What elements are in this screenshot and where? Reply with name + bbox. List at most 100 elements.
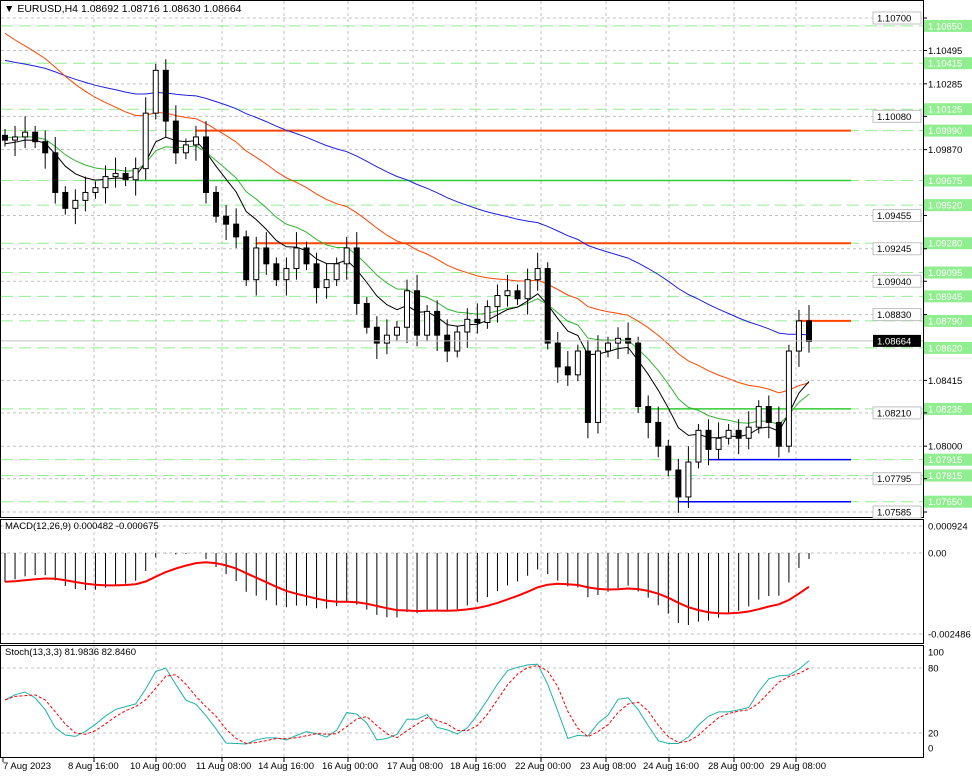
candle-body (504, 290, 511, 297)
ma-mid-line (4, 32, 810, 394)
candle-body (534, 268, 541, 281)
price-axis-label: 1.10700 (877, 14, 911, 25)
price-axis-label: 1.07585 (877, 508, 911, 519)
level-label: 1.07815 (928, 471, 962, 482)
candle-body (424, 310, 431, 336)
candle-body (122, 172, 129, 181)
level-label: 1.08235 (928, 404, 962, 415)
macd-signal-line (4, 561, 810, 615)
candle-body (52, 152, 59, 193)
stoch-signal-line (4, 664, 810, 745)
ohlc-values: 1.08692 1.08716 1.08630 1.08664 (80, 3, 242, 15)
time-axis-label: 22 Aug 00:00 (515, 761, 571, 772)
candle-body (404, 290, 410, 328)
level-label: 1.08790 (928, 316, 962, 327)
current-price-tag (873, 334, 921, 347)
candle-body (2, 134, 8, 141)
candle-body (605, 342, 611, 352)
macd-axis-label: -0.002486 (928, 630, 971, 641)
time-axis-label: 10 Aug 00:00 (130, 761, 186, 772)
candle-body (655, 421, 662, 447)
level-label: 1.09675 (928, 176, 962, 187)
level-label: 1.09095 (928, 268, 962, 279)
candle-body (112, 172, 119, 178)
level-tag (924, 237, 972, 250)
candle-body (92, 187, 99, 193)
candle-body (182, 144, 189, 154)
level-label: 1.10415 (928, 59, 962, 70)
candle-body (142, 112, 149, 170)
level-label: 1.09280 (928, 239, 962, 250)
candle-body (434, 310, 441, 336)
candle-body (665, 445, 672, 471)
candle-body (213, 191, 220, 217)
candle-body (162, 69, 169, 122)
level-tag (924, 266, 972, 279)
level-tag (924, 290, 972, 303)
candle-body (313, 263, 320, 289)
time-axis-label: 24 Aug 16:00 (643, 761, 699, 772)
level-tag (924, 103, 972, 116)
candle-body (243, 236, 250, 281)
macd-axis-label: 0.000924 (928, 522, 968, 533)
stoch-axis-label: 0 (928, 744, 933, 755)
dropdown-arrow-icon[interactable]: ▼ (4, 3, 15, 15)
candle-body (544, 268, 551, 344)
candle-body (293, 247, 300, 270)
level-tag (924, 341, 972, 354)
symbol-label: EURUSD,H4 (17, 3, 79, 15)
candle-body (645, 406, 652, 423)
candle-body (745, 426, 752, 439)
candle-body (795, 320, 802, 352)
candle-body (554, 342, 561, 368)
candle-body (725, 429, 732, 439)
candle-body (353, 247, 360, 304)
candle-body (514, 290, 521, 300)
candle-body (775, 421, 782, 447)
candle-body (72, 199, 79, 209)
stoch-axis-label: 20 (928, 729, 939, 740)
main-panel-frame (0, 0, 924, 518)
candle-body (564, 366, 571, 376)
candle-body (806, 320, 812, 343)
current-price-label: 1.08664 (877, 336, 911, 347)
candle-body (383, 334, 390, 344)
level-label: 1.09990 (928, 126, 962, 137)
candle-body (635, 342, 642, 408)
candle-body (464, 318, 471, 333)
candle-body (203, 136, 209, 193)
price-axis-label: 1.09870 (928, 145, 962, 156)
time-axis-label: 11 Aug 08:00 (196, 761, 251, 772)
time-axis-label: 29 Aug 08:00 (770, 761, 826, 772)
candle-body (363, 302, 370, 328)
candle-body (524, 279, 531, 300)
candle-body (273, 263, 280, 281)
ma-long-line (4, 59, 810, 336)
candle-body (755, 406, 762, 428)
candle-body (253, 247, 260, 281)
candle-body (303, 247, 310, 265)
candle-body (785, 350, 792, 447)
level-tag (924, 174, 972, 187)
level-label: 1.08945 (928, 292, 962, 303)
candle-body (22, 131, 29, 138)
candle-body (675, 469, 682, 498)
price-axis-label: 1.10495 (928, 46, 962, 57)
stoch-label: Stoch(13,3,3) 81.9836 82.8460 (5, 647, 136, 658)
candle-body (494, 295, 501, 308)
price-axis-label-bg (872, 242, 922, 256)
price-axis-label: 1.07795 (877, 474, 911, 485)
price-axis-label: 1.08210 (877, 408, 911, 419)
price-axis-label-bg (872, 11, 922, 25)
level-tag (924, 495, 972, 508)
candle-body (695, 429, 702, 463)
candle-body (32, 131, 39, 143)
candle-body (172, 120, 179, 154)
price-axis-label: 1.08830 (877, 310, 911, 321)
stoch-panel-frame (0, 645, 924, 758)
time-axis-label: 14 Aug 16:00 (258, 761, 314, 772)
time-axis-label: 16 Aug 00:00 (322, 761, 378, 772)
level-label: 1.10125 (928, 105, 962, 116)
